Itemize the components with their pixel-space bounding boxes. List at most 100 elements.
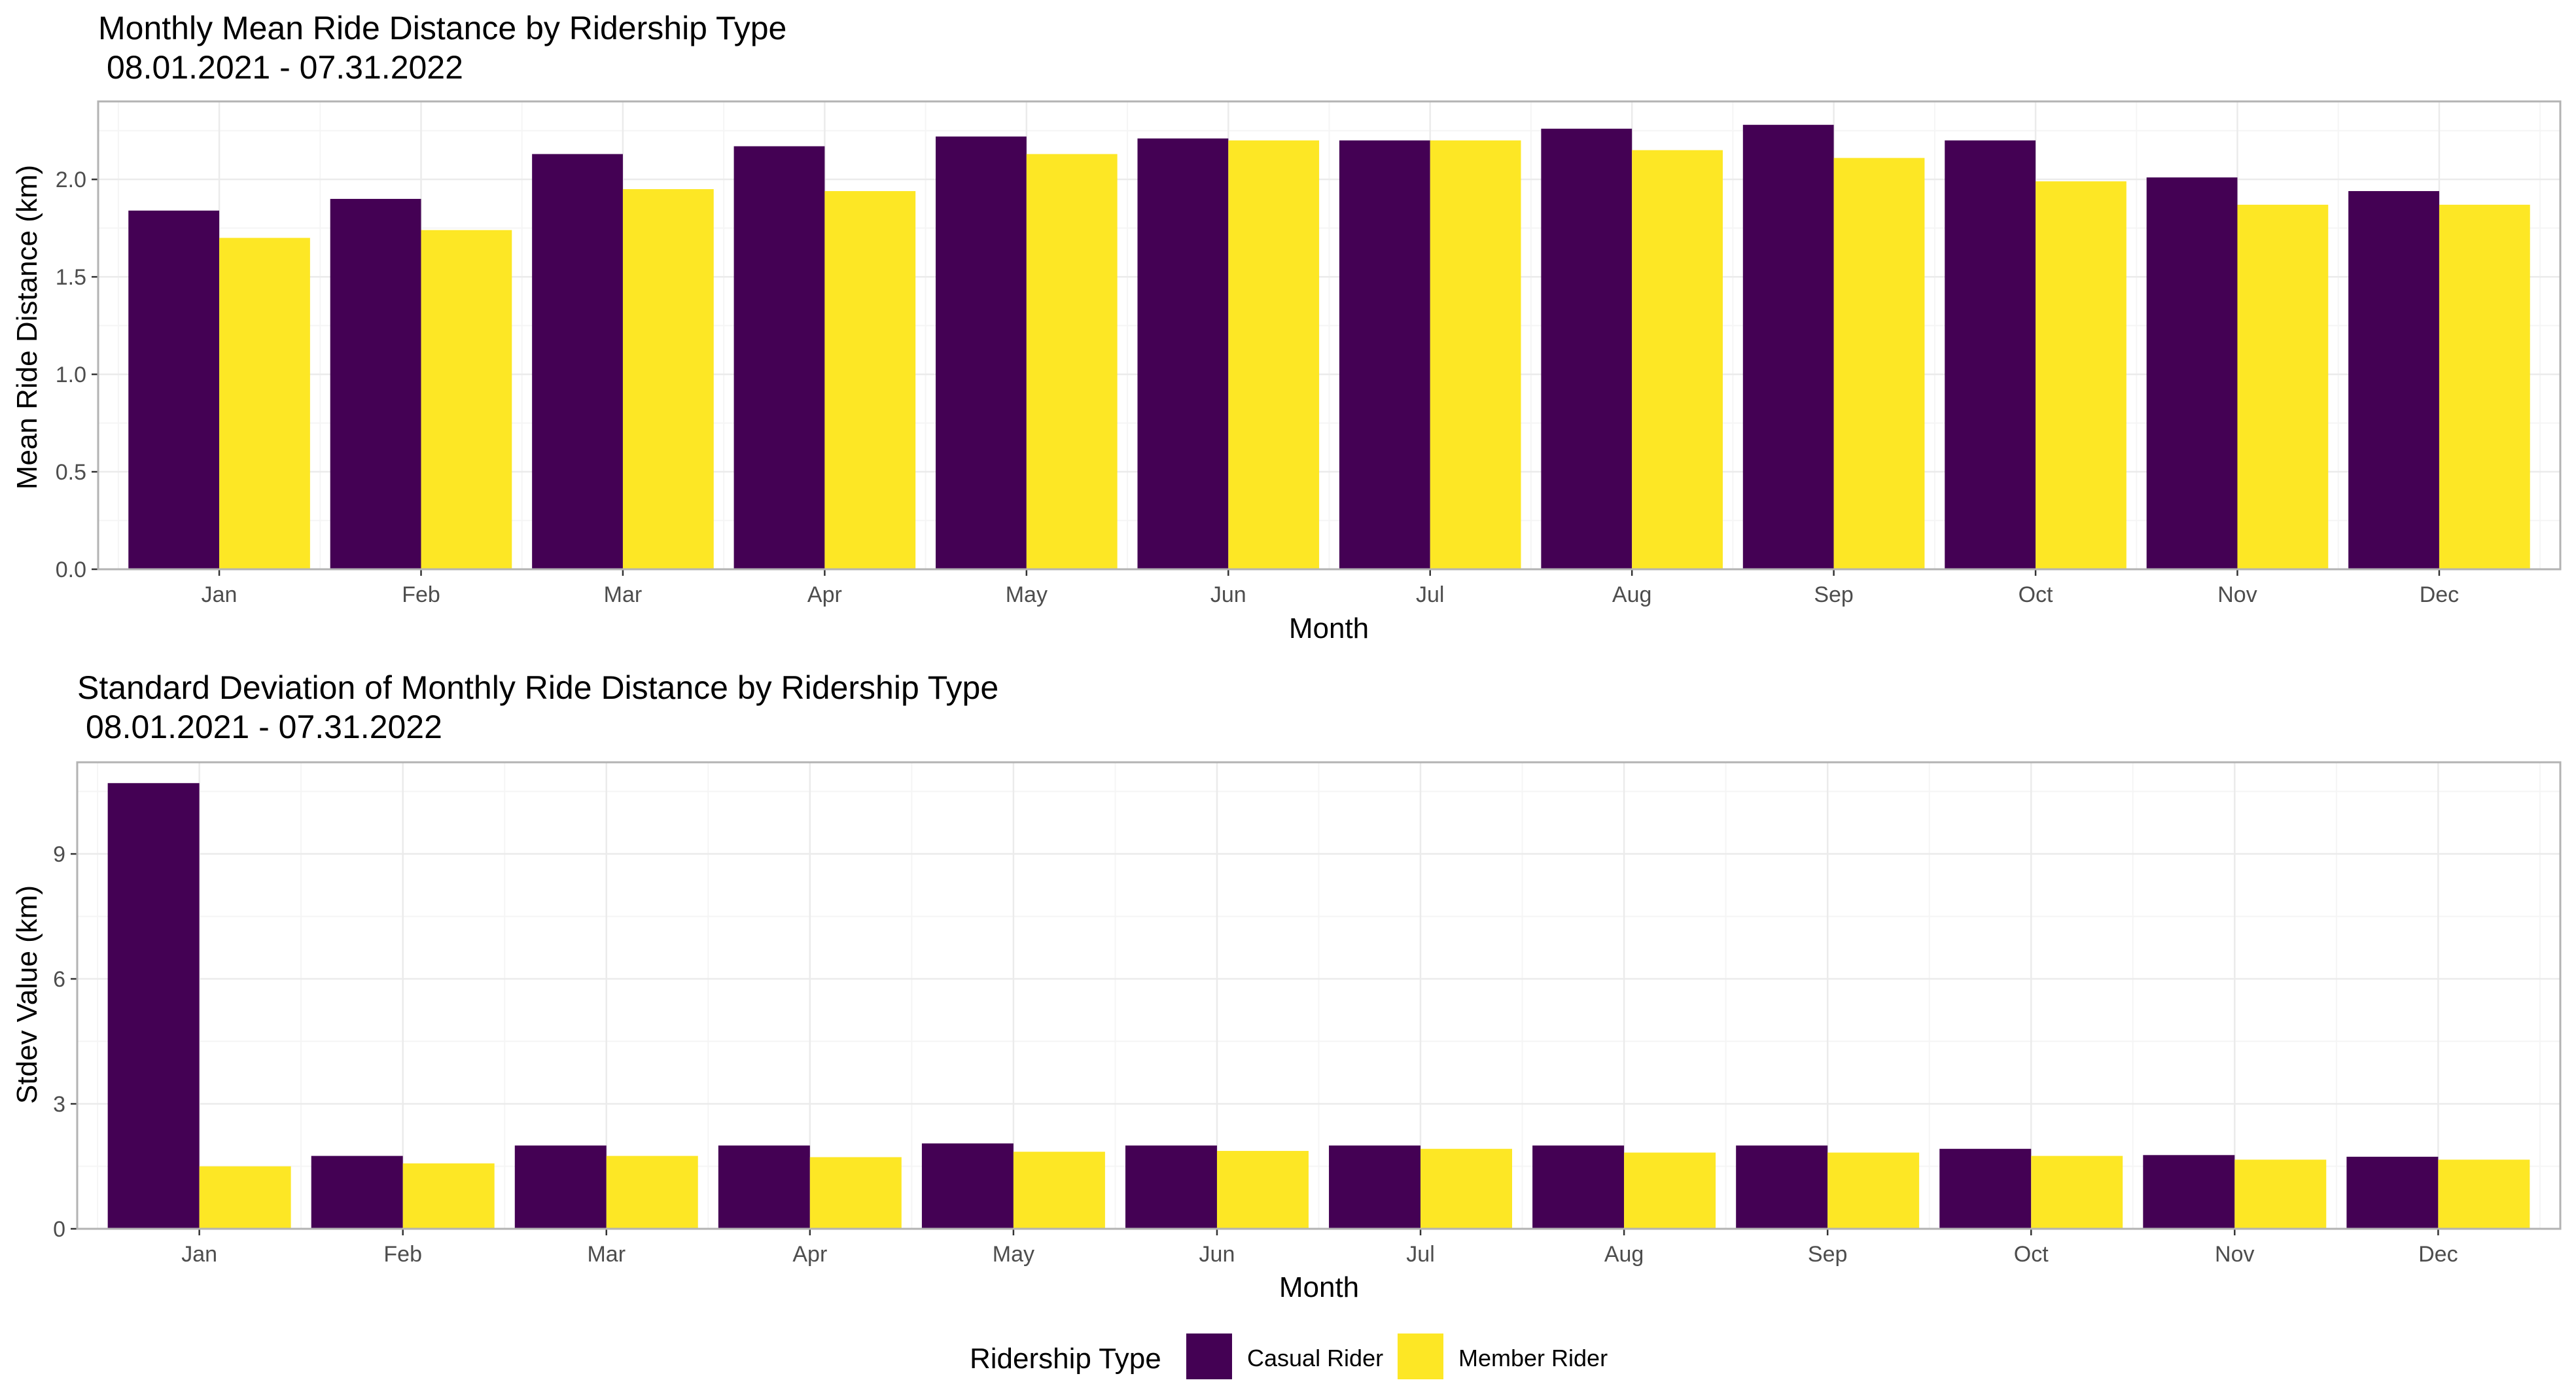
x-tick-label: Jul (1406, 1242, 1434, 1267)
bar-casual-jun (1137, 138, 1229, 569)
bar-member-nov (2237, 204, 2329, 569)
x-axis-label: Month (1279, 1271, 1359, 1303)
bar-member-sep (1833, 158, 1925, 570)
y-tick-label: 6 (53, 967, 65, 992)
x-tick-label: Apr (807, 582, 842, 607)
bar-member-aug (1632, 150, 1723, 569)
x-tick-label: Aug (1604, 1242, 1644, 1267)
chart-title: Monthly Mean Ride Distance by Ridership … (98, 10, 786, 46)
bar-member-jan (199, 1166, 291, 1229)
x-tick-label: Sep (1814, 582, 1854, 607)
bar-member-apr (824, 191, 916, 570)
bar-casual-may (921, 1143, 1014, 1229)
bar-casual-oct (1939, 1148, 2032, 1229)
y-tick-label: 0.5 (56, 460, 86, 485)
x-tick-label: May (1006, 582, 1048, 607)
bar-casual-apr (733, 146, 825, 570)
bar-member-jul (1430, 140, 1521, 570)
bar-casual-jul (1339, 140, 1430, 570)
x-tick-label: Oct (2019, 582, 2053, 607)
bar-member-nov (2234, 1159, 2327, 1229)
y-tick-label: 3 (53, 1092, 65, 1117)
x-tick-label: Dec (2418, 1242, 2458, 1267)
stdev-distance-chart: Standard Deviation of Monthly Ride Dista… (11, 669, 2562, 1303)
chart-subtitle: 08.01.2021 - 07.31.2022 (86, 709, 442, 745)
bar-casual-sep (1742, 124, 1834, 569)
bar-casual-mar (532, 154, 623, 569)
bar-casual-feb (311, 1156, 403, 1229)
x-tick-label: Nov (2215, 1242, 2254, 1267)
x-tick-label: Aug (1612, 582, 1652, 607)
bar-member-feb (402, 1163, 495, 1229)
bar-member-jun (1228, 140, 1320, 570)
y-axis-ticks: 0 3 6 9 (53, 842, 77, 1242)
x-tick-label: Jul (1416, 582, 1444, 607)
bar-casual-may (936, 136, 1027, 569)
panel-border (76, 761, 2562, 1230)
bar-casual-oct (1945, 140, 2036, 570)
bars (128, 124, 2530, 570)
x-tick-label: Jan (202, 582, 238, 607)
legend-label-casual: Casual Rider (1247, 1345, 1383, 1371)
legend-swatch-casual (1186, 1333, 1232, 1379)
legend-label-member: Member Rider (1458, 1345, 1608, 1371)
x-tick-label: May (993, 1242, 1034, 1267)
y-tick-label: 1.5 (56, 265, 86, 290)
bar-casual-feb (330, 198, 421, 569)
bar-member-dec (2438, 1159, 2530, 1229)
y-axis-label: Mean Ride Distance (km) (11, 165, 43, 489)
x-tick-label: Apr (792, 1242, 827, 1267)
bar-member-aug (1624, 1152, 1716, 1229)
bar-member-feb (421, 230, 512, 569)
y-tick-label: 1.0 (56, 362, 86, 387)
bar-member-mar (622, 189, 714, 569)
y-tick-label: 2.0 (56, 168, 86, 192)
x-tick-label: Jan (181, 1242, 217, 1267)
x-tick-label: Feb (402, 582, 440, 607)
bar-member-dec (2439, 204, 2530, 569)
bar-casual-mar (514, 1145, 607, 1229)
bar-member-sep (1827, 1152, 1920, 1229)
bar-member-oct (2036, 181, 2126, 569)
x-tick-label: Oct (2014, 1242, 2049, 1267)
bar-casual-jun (1125, 1145, 1217, 1229)
x-tick-label: Dec (2420, 582, 2459, 607)
legend-swatch-member (1398, 1333, 1443, 1379)
x-axis-ticks: Jan Feb Mar Apr May Jun Jul Aug Sep Oct Nov Dec (202, 569, 2459, 607)
bar-member-jan (219, 238, 310, 569)
bar-casual-jul (1329, 1145, 1421, 1229)
bar-casual-dec (2346, 1156, 2439, 1229)
x-tick-label: Feb (383, 1242, 422, 1267)
x-axis-ticks: Jan Feb Mar Apr May Jun Jul Aug Sep Oct Nov Dec (181, 1229, 2458, 1267)
y-tick-label: 0.0 (56, 557, 86, 582)
x-axis-label: Month (1289, 612, 1369, 645)
bar-member-may (1013, 1152, 1105, 1229)
bar-casual-nov (2146, 177, 2238, 569)
chart-title: Standard Deviation of Monthly Ride Dista… (77, 669, 998, 706)
x-tick-label: Nov (2217, 582, 2257, 607)
x-tick-label: Sep (1808, 1242, 1848, 1267)
bar-casual-dec (2348, 191, 2439, 570)
legend: Ridership Type Casual Rider Member Rider (970, 1333, 1608, 1379)
panel-border (97, 100, 2562, 571)
y-axis-label: Stdev Value (km) (11, 885, 43, 1104)
bar-casual-jan (107, 783, 200, 1229)
legend-title: Ridership Type (970, 1343, 1161, 1375)
bar-casual-sep (1736, 1145, 1828, 1229)
bar-member-apr (809, 1157, 902, 1229)
x-tick-label: Jun (1199, 1242, 1235, 1267)
bars (107, 783, 2530, 1229)
bar-casual-nov (2143, 1155, 2235, 1229)
bar-member-jul (1420, 1148, 1513, 1229)
bar-casual-apr (718, 1145, 810, 1229)
y-axis-ticks: 0.0 0.5 1.0 1.5 2.0 (56, 168, 98, 582)
bar-member-oct (2031, 1156, 2123, 1229)
y-tick-label: 0 (53, 1217, 65, 1242)
bar-casual-aug (1532, 1145, 1625, 1229)
x-tick-label: Mar (587, 1242, 626, 1267)
chart-subtitle: 08.01.2021 - 07.31.2022 (107, 49, 463, 86)
x-tick-label: Mar (604, 582, 643, 607)
mean-distance-chart: Monthly Mean Ride Distance by Ridership … (11, 10, 2562, 645)
bar-member-may (1026, 154, 1118, 569)
